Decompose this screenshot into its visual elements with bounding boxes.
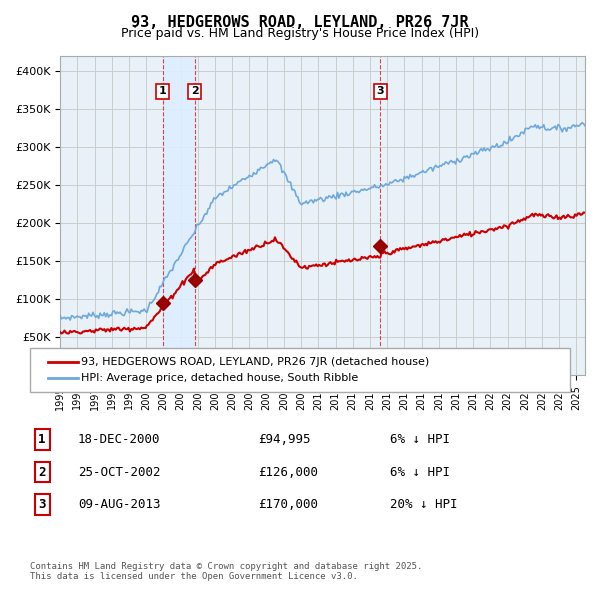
Text: 3: 3	[377, 86, 384, 96]
Text: 1: 1	[159, 86, 167, 96]
Text: £170,000: £170,000	[258, 498, 318, 511]
Text: 20% ↓ HPI: 20% ↓ HPI	[390, 498, 458, 511]
Text: 6% ↓ HPI: 6% ↓ HPI	[390, 433, 450, 446]
Text: 3: 3	[38, 498, 46, 511]
Text: 93, HEDGEROWS ROAD, LEYLAND, PR26 7JR: 93, HEDGEROWS ROAD, LEYLAND, PR26 7JR	[131, 15, 469, 30]
Text: £94,995: £94,995	[258, 433, 311, 446]
Text: £126,000: £126,000	[258, 466, 318, 478]
Text: 09-AUG-2013: 09-AUG-2013	[78, 498, 161, 511]
Text: 93, HEDGEROWS ROAD, LEYLAND, PR26 7JR (detached house): 93, HEDGEROWS ROAD, LEYLAND, PR26 7JR (d…	[81, 357, 429, 366]
Text: 25-OCT-2002: 25-OCT-2002	[78, 466, 161, 478]
Text: Contains HM Land Registry data © Crown copyright and database right 2025.
This d: Contains HM Land Registry data © Crown c…	[30, 562, 422, 581]
Bar	[163, 56, 195, 375]
Text: 2: 2	[191, 86, 199, 96]
Text: HPI: Average price, detached house, South Ribble: HPI: Average price, detached house, Sout…	[81, 373, 358, 382]
Text: 2: 2	[38, 466, 46, 478]
Text: 1: 1	[38, 433, 46, 446]
Text: 6% ↓ HPI: 6% ↓ HPI	[390, 466, 450, 478]
Text: 18-DEC-2000: 18-DEC-2000	[78, 433, 161, 446]
Text: Price paid vs. HM Land Registry's House Price Index (HPI): Price paid vs. HM Land Registry's House …	[121, 27, 479, 40]
